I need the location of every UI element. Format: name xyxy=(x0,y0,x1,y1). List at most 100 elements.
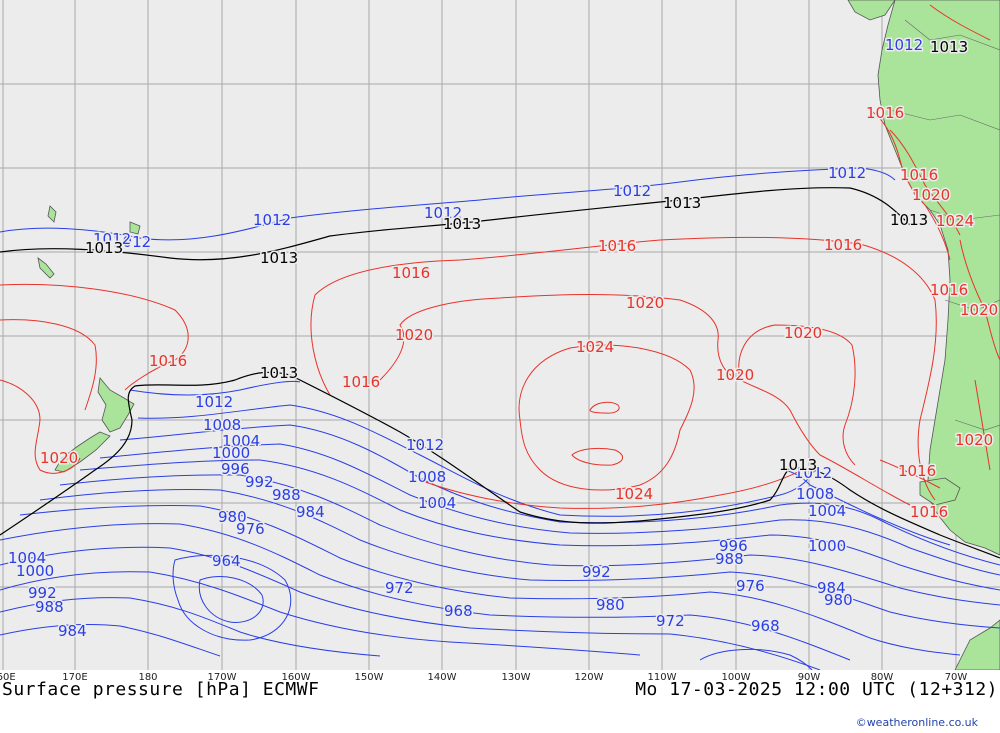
lon-tick: 130W xyxy=(501,672,531,683)
svg-text:968: 968 xyxy=(751,617,780,635)
svg-text:980: 980 xyxy=(596,596,625,614)
valid-time: Mo 17-03-2025 12:00 UTC (12+312) xyxy=(635,679,998,700)
svg-text:1000: 1000 xyxy=(808,537,846,555)
lon-tick: 90W xyxy=(797,672,821,683)
south-america-land xyxy=(877,0,1000,556)
svg-text:1013: 1013 xyxy=(260,364,298,382)
svg-text:1016: 1016 xyxy=(930,281,968,299)
svg-text:984: 984 xyxy=(58,622,87,640)
svg-text:1020: 1020 xyxy=(955,431,993,449)
svg-text:968: 968 xyxy=(444,602,473,620)
svg-text:1004: 1004 xyxy=(8,549,46,567)
svg-text:1016: 1016 xyxy=(910,503,948,521)
new-caledonia-island xyxy=(37,257,55,279)
svg-text:1004: 1004 xyxy=(418,494,456,512)
svg-text:996: 996 xyxy=(719,537,748,555)
svg-text:988: 988 xyxy=(715,550,744,568)
svg-text:1012: 1012 xyxy=(424,204,462,222)
svg-text:1013: 1013 xyxy=(930,38,968,56)
black-isobar-labels: 1013 1013 1013 1013 1013 1013 1013 1013 xyxy=(84,37,970,476)
lon-tick: 80W xyxy=(870,672,894,683)
lon-tick: 110W xyxy=(647,672,677,683)
svg-text:1013: 1013 xyxy=(260,249,298,267)
svg-text:1000: 1000 xyxy=(16,562,54,580)
svg-text:1000: 1000 xyxy=(212,444,250,462)
credit-link[interactable]: ©weatheronline.co.uk xyxy=(855,716,978,729)
svg-text:1020: 1020 xyxy=(626,294,664,312)
lon-tick: 140W xyxy=(427,672,457,683)
svg-text:1020: 1020 xyxy=(784,324,822,342)
svg-text:1020: 1020 xyxy=(395,326,433,344)
tierra-del-fuego-land xyxy=(919,477,961,506)
svg-text:1013: 1013 xyxy=(779,456,817,474)
lon-tick: 100W xyxy=(721,672,751,683)
antarctic-peninsula-land xyxy=(954,619,1000,670)
longitude-axis: 160E 170E 180 170W 160W 150W 140W 130W 1… xyxy=(0,670,1000,684)
svg-text:1013: 1013 xyxy=(443,215,481,233)
red-isobar-labels: 1016 1016 1016 1016 1016 1020 1020 1020 … xyxy=(39,103,1000,523)
svg-text:980: 980 xyxy=(824,591,853,609)
svg-text:996: 996 xyxy=(221,460,250,478)
svg-text:1024: 1024 xyxy=(576,338,614,356)
svg-text:1016: 1016 xyxy=(149,352,187,370)
central-america-land xyxy=(847,0,896,21)
svg-text:1016: 1016 xyxy=(342,373,380,391)
lon-tick: 70W xyxy=(944,672,968,683)
svg-text:1020: 1020 xyxy=(40,449,78,467)
blue-isobar-labels: 1012 1012 1012 1012 1012 1012 1012 1008 … xyxy=(7,35,925,642)
new-zealand-north-island xyxy=(97,377,135,433)
low-pressure-isobars xyxy=(0,167,1000,670)
svg-text:984: 984 xyxy=(296,503,325,521)
svg-text:1012: 1012 xyxy=(794,464,832,482)
svg-text:976: 976 xyxy=(736,577,765,595)
vanuatu-island xyxy=(47,205,57,223)
svg-text:1012: 1012 xyxy=(406,436,444,454)
svg-text:1016: 1016 xyxy=(824,236,862,254)
svg-text:984: 984 xyxy=(817,579,846,597)
svg-text:1013: 1013 xyxy=(663,194,701,212)
svg-text:1012: 1012 xyxy=(113,233,151,251)
svg-text:992: 992 xyxy=(245,473,274,491)
lon-tick: 160W xyxy=(281,672,311,683)
svg-text:1012: 1012 xyxy=(885,36,923,54)
svg-text:1016: 1016 xyxy=(900,166,938,184)
svg-text:988: 988 xyxy=(35,598,64,616)
new-zealand-south-island xyxy=(54,431,111,473)
svg-text:1016: 1016 xyxy=(898,462,936,480)
map-title: Surface pressure [hPa] ECMWF xyxy=(2,679,320,700)
svg-text:1020: 1020 xyxy=(960,301,998,319)
svg-text:1016: 1016 xyxy=(866,104,904,122)
svg-text:1012: 1012 xyxy=(93,230,131,248)
pressure-map: 1012 1012 1012 1012 1012 1012 1012 1008 … xyxy=(0,0,1000,670)
svg-text:1020: 1020 xyxy=(716,366,754,384)
svg-text:980: 980 xyxy=(218,508,247,526)
lon-tick: 170E xyxy=(62,672,88,683)
svg-text:1012: 1012 xyxy=(613,182,651,200)
svg-text:1020: 1020 xyxy=(912,186,950,204)
lon-tick: 160E xyxy=(0,672,16,683)
svg-text:1024: 1024 xyxy=(936,212,974,230)
lon-tick: 150W xyxy=(354,672,384,683)
svg-text:1004: 1004 xyxy=(222,432,260,450)
lat-lon-grid xyxy=(0,0,1000,670)
svg-text:1024: 1024 xyxy=(615,485,653,503)
reference-isobar-1013 xyxy=(0,187,1000,559)
lon-tick: 180 xyxy=(138,672,158,683)
svg-text:1013: 1013 xyxy=(890,211,928,229)
svg-text:976: 976 xyxy=(236,520,265,538)
lon-tick: 120W xyxy=(574,672,604,683)
svg-text:1012: 1012 xyxy=(195,393,233,411)
svg-text:1012: 1012 xyxy=(253,211,291,229)
svg-text:1008: 1008 xyxy=(408,468,446,486)
svg-text:972: 972 xyxy=(656,612,685,630)
map-canvas: 1012 1012 1012 1012 1012 1012 1012 1008 … xyxy=(0,0,1000,670)
svg-text:1004: 1004 xyxy=(808,502,846,520)
svg-text:988: 988 xyxy=(272,486,301,504)
svg-text:1013: 1013 xyxy=(85,239,123,257)
svg-text:964: 964 xyxy=(212,552,241,570)
high-pressure-isobars xyxy=(0,4,1000,509)
svg-text:1016: 1016 xyxy=(598,237,636,255)
svg-text:1008: 1008 xyxy=(203,416,241,434)
svg-text:972: 972 xyxy=(385,579,414,597)
lon-tick: 170W xyxy=(207,672,237,683)
